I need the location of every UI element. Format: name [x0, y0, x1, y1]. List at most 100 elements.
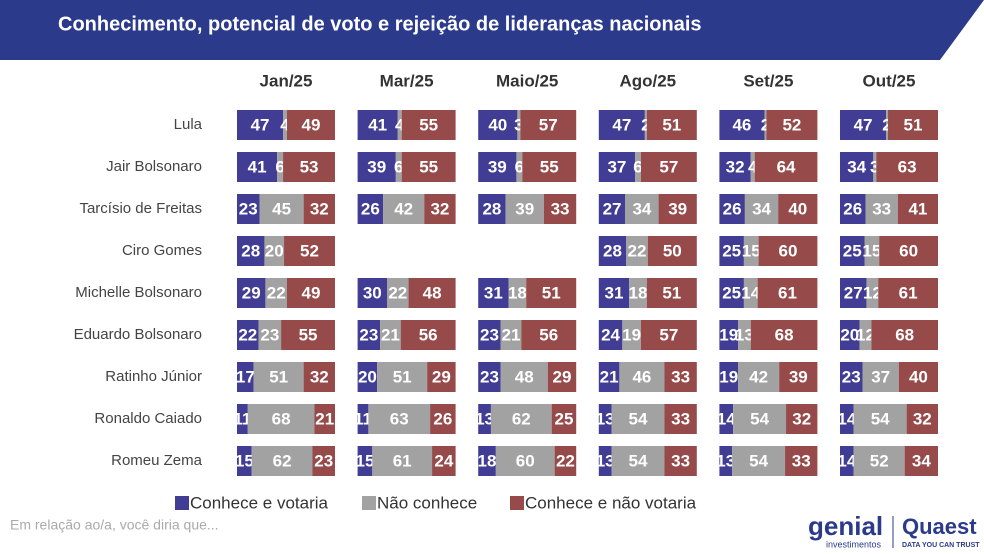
value-label: 57 [659, 325, 678, 344]
value-label: 29 [553, 367, 572, 386]
value-label: 23 [314, 451, 333, 470]
value-label: 2 [882, 115, 891, 134]
bar-segment [500, 362, 548, 392]
bar-segment [744, 194, 779, 224]
bar-segment [786, 404, 818, 434]
bar-segment [898, 362, 938, 392]
value-label: 15 [355, 451, 374, 470]
bar-segment [547, 362, 577, 392]
bar-segment [862, 362, 899, 392]
value-label: 24 [601, 325, 620, 344]
bar-segment [383, 194, 425, 224]
bar-segment [719, 110, 765, 140]
bar-segment [719, 446, 733, 476]
legend-label: Conhece e votaria [190, 493, 329, 512]
value-label: 22 [267, 283, 286, 302]
bar-segment [505, 194, 544, 224]
value-label: 28 [482, 199, 501, 218]
bar-segment [495, 446, 555, 476]
value-label: 28 [241, 241, 260, 260]
bar-segment [719, 320, 739, 350]
bar-segment [237, 446, 252, 476]
value-label: 34 [847, 157, 866, 176]
bar-segment [743, 236, 759, 266]
bar-segment [478, 404, 491, 434]
value-label: 3 [870, 157, 879, 176]
value-label: 22 [628, 241, 647, 260]
panel-title: Jan/25 [260, 71, 313, 90]
value-label: 39 [367, 157, 386, 176]
value-label: 61 [393, 451, 412, 470]
bar-segment [357, 362, 378, 392]
bar-segment [286, 110, 335, 140]
value-label: 33 [671, 367, 690, 386]
value-label: 41 [908, 199, 927, 218]
bar-segment [357, 152, 396, 182]
value-label: 51 [542, 283, 561, 302]
bar-segment [357, 194, 384, 224]
value-label: 60 [516, 451, 535, 470]
bar-segment [526, 278, 577, 308]
value-label: 23 [260, 325, 279, 344]
footnote: Em relação ao/a, você diria que... [10, 517, 219, 533]
panel-title: Out/25 [863, 71, 916, 90]
value-label: 68 [775, 325, 794, 344]
bar-segment [357, 110, 398, 140]
bar-segment [750, 320, 818, 350]
bar-segment [646, 110, 697, 140]
panel-title: Maio/25 [496, 71, 558, 90]
header-band [0, 0, 984, 60]
value-label: 23 [480, 325, 499, 344]
value-label: 14 [837, 409, 856, 428]
value-label: 18 [508, 283, 527, 302]
value-label: 34 [752, 199, 771, 218]
bar-segment [719, 236, 744, 266]
value-label: 11 [233, 409, 251, 428]
value-label: 34 [912, 451, 931, 470]
value-label: 29 [242, 283, 261, 302]
value-label: 25 [722, 283, 741, 302]
bar-segment [598, 110, 645, 140]
bar-segment [778, 194, 818, 224]
value-label: 33 [671, 409, 690, 428]
bar-segment [853, 446, 905, 476]
bar-segment [312, 446, 335, 476]
bar-segment [859, 320, 872, 350]
value-label: 33 [551, 199, 570, 218]
value-label: 39 [488, 157, 507, 176]
value-label: 62 [273, 451, 292, 470]
bar-segment [719, 278, 744, 308]
value-label: 53 [300, 157, 319, 176]
bar-segment [598, 278, 630, 308]
value-label: 2 [641, 115, 650, 134]
bar-segment [521, 320, 577, 350]
value-label: 33 [792, 451, 811, 470]
bar-segment [626, 236, 648, 266]
bar-segment [517, 110, 521, 140]
value-label: 23 [480, 367, 499, 386]
bar-segment [864, 236, 880, 266]
value-label: 19 [622, 325, 641, 344]
value-label: 39 [789, 367, 808, 386]
bar-segment [284, 236, 335, 266]
bar-segment [237, 110, 284, 140]
logo-genial-sub: investimentos [826, 539, 882, 549]
value-label: 37 [871, 367, 890, 386]
bar-segment [865, 194, 898, 224]
value-label: 6 [633, 157, 642, 176]
value-label: 51 [904, 115, 923, 134]
value-label: 27 [844, 283, 863, 302]
bar-segment [719, 362, 739, 392]
bar-segment [635, 152, 641, 182]
row-label: Jair Bolsonaro [106, 158, 202, 175]
value-label: 4 [280, 115, 290, 134]
bar-segment [357, 278, 387, 308]
value-label: 52 [782, 115, 801, 134]
bar-segment [500, 320, 522, 350]
bar-segment [283, 152, 335, 182]
bar-segment [840, 404, 854, 434]
value-label: 32 [792, 409, 811, 428]
value-label: 26 [361, 199, 380, 218]
bar-segment [629, 278, 647, 308]
value-label: 39 [668, 199, 687, 218]
